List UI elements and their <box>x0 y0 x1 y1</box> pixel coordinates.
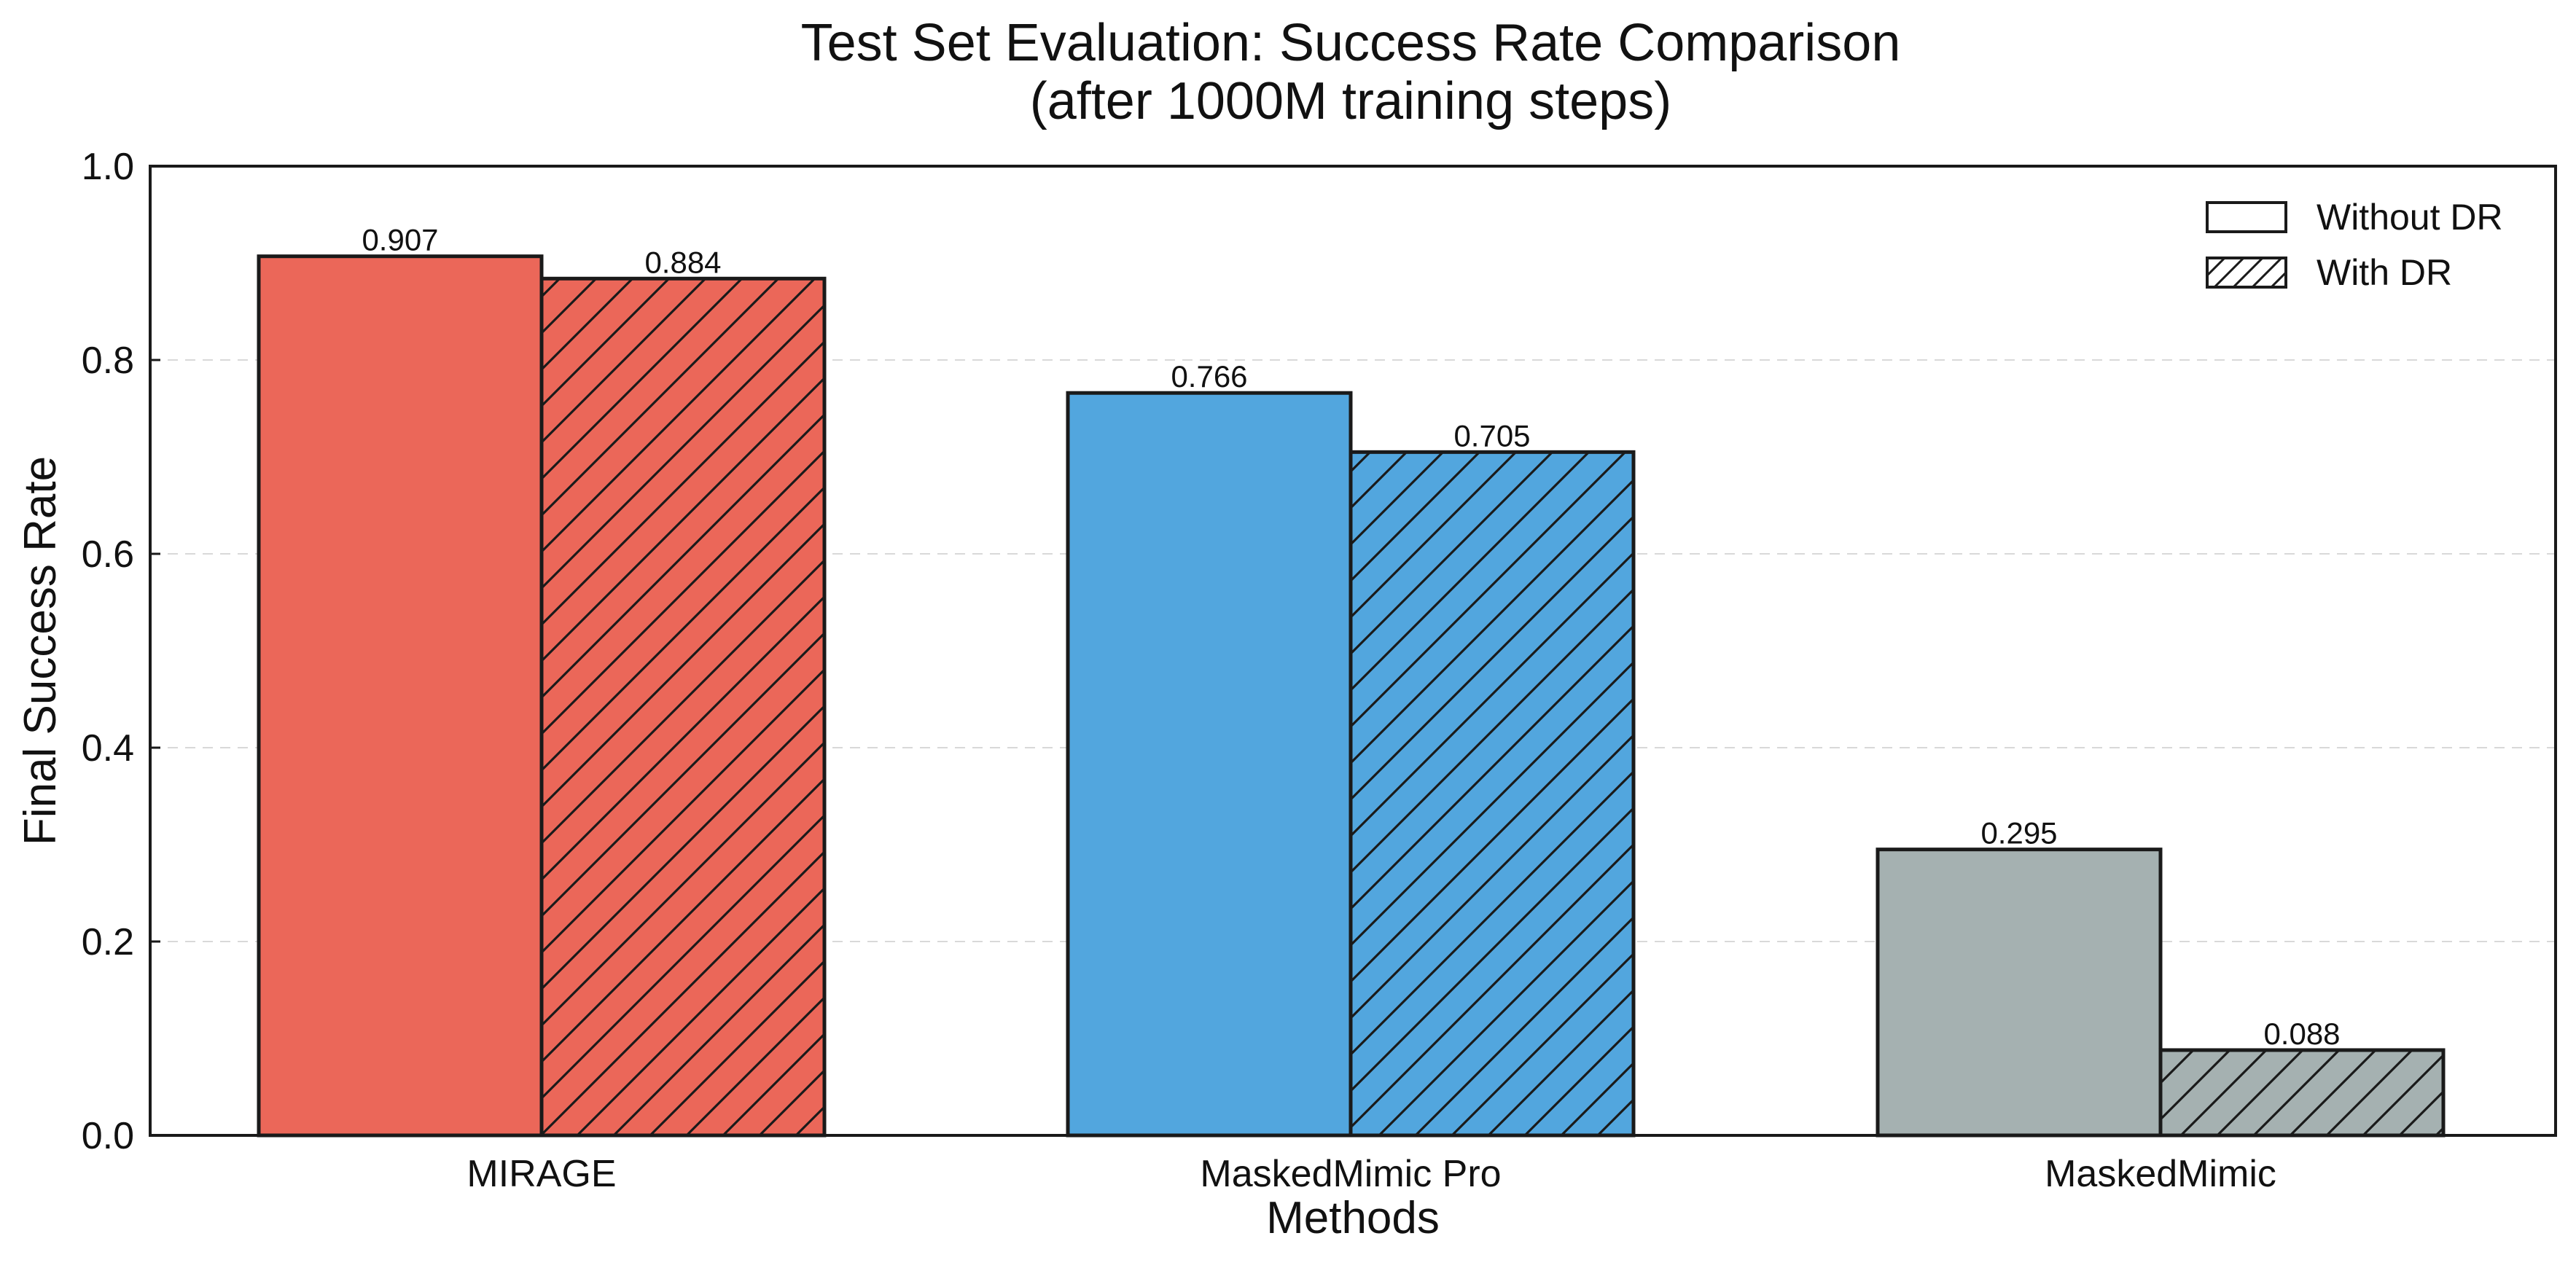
bar-value-label: 0.705 <box>1453 418 1530 453</box>
plot-frame <box>149 165 2557 1137</box>
legend-swatch-without-dr <box>2206 201 2287 233</box>
y-tick-label: 0.2 <box>82 921 134 963</box>
value-labels: 0.907 0.884 0.766 0.705 0.295 0.088 <box>362 223 2340 1051</box>
bar-value-label: 0.907 <box>362 223 438 257</box>
y-axis-ticks: 0.0 0.2 0.4 0.6 0.8 1.0 <box>82 146 160 1157</box>
x-axis-label: Methods <box>1266 1193 1440 1243</box>
y-axis-label: Final Success Rate <box>15 456 66 845</box>
y-tick-label: 0.8 <box>82 340 134 382</box>
legend-label-with-dr: With DR <box>2317 252 2452 293</box>
x-tick-label: MIRAGE <box>467 1153 616 1195</box>
bar-maskedmimic-without-dr <box>1878 849 2161 1135</box>
y-tick-label: 1.0 <box>82 146 134 188</box>
bar-hatch-maskedmimic <box>2161 1049 2443 1135</box>
bar-mirage-without-dr <box>259 256 542 1136</box>
bar-value-label: 0.884 <box>644 245 721 279</box>
legend: Without DR With DR <box>2206 197 2503 293</box>
chart-title: Test Set Evaluation: Success Rate Compar… <box>801 14 1901 72</box>
bar-maskedmimic-pro-without-dr <box>1068 393 1351 1135</box>
x-tick-label: MaskedMimic Pro <box>1200 1153 1501 1195</box>
bar-value-label: 0.295 <box>1980 816 2057 850</box>
x-tick-label: MaskedMimic <box>2045 1153 2276 1195</box>
y-tick-label: 0.6 <box>82 533 134 576</box>
bars <box>257 254 2446 1138</box>
y-tick-label: 0.0 <box>82 1115 134 1157</box>
bar-hatch-mirage <box>542 278 824 1135</box>
y-tick-label: 0.4 <box>82 727 134 770</box>
chart-subtitle: (after 1000M training steps) <box>1030 72 1671 130</box>
bar-value-label: 0.766 <box>1171 359 1247 394</box>
bar-hatch-maskedmimic-pro <box>1351 452 1634 1135</box>
x-axis-ticks: MIRAGE MaskedMimic Pro MaskedMimic <box>467 1125 2276 1195</box>
legend-swatch-with-dr <box>2206 257 2287 289</box>
bar-value-label: 0.088 <box>2263 1017 2340 1051</box>
legend-label-without-dr: Without DR <box>2317 197 2503 238</box>
